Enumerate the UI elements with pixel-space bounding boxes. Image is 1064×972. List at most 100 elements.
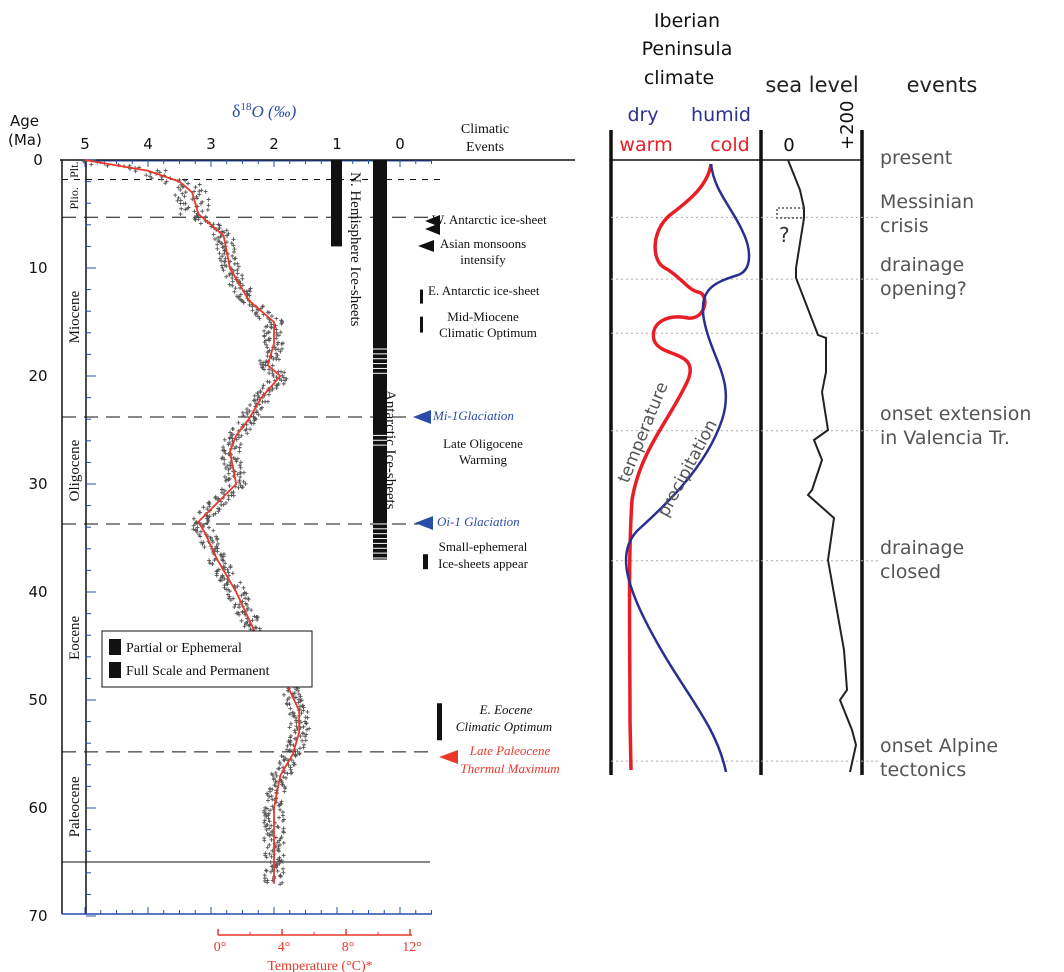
- event-label: crisis: [880, 215, 929, 237]
- isotope-data-point: [241, 591, 246, 596]
- epoch-label: Plio.: [67, 187, 81, 209]
- isotope-data-point: [236, 420, 241, 425]
- isotope-data-point: [220, 241, 225, 246]
- isotope-data-point: [222, 565, 227, 570]
- isotope-data-point: [223, 259, 228, 264]
- isotope-data-point: [252, 614, 257, 619]
- legend-label-partial: Partial or Ephemeral: [126, 641, 242, 656]
- isotope-data-point: [219, 258, 224, 263]
- isotope-data-point: [179, 206, 184, 211]
- isotope-data-point: [253, 312, 258, 317]
- isotope-data-point: [264, 855, 269, 860]
- isotope-data-point: [213, 511, 218, 516]
- isotope-data-point: [238, 483, 243, 488]
- isotope-data-point: [278, 874, 283, 879]
- isotope-data-point: [300, 703, 305, 708]
- isotope-data-point: [222, 448, 227, 453]
- isotope-data-point: [230, 253, 235, 258]
- climatic-event-label: Oi-1 Glaciation: [437, 514, 520, 529]
- isotope-data-point: [191, 516, 196, 521]
- isotope-data-point: [288, 771, 293, 776]
- isotope-data-point: [267, 380, 272, 385]
- isotope-data-point: [149, 176, 154, 181]
- isotope-data-point: [220, 265, 225, 270]
- isotope-data-point: [236, 264, 241, 269]
- isotope-data-point: [239, 593, 244, 598]
- bottom-axis-ticks: [84, 907, 432, 914]
- isotope-data-point: [258, 362, 263, 367]
- isotope-data-point: [304, 727, 309, 732]
- isotope-data-point: [199, 188, 204, 193]
- messinian-dashed-drop: [776, 207, 804, 219]
- isotope-data-point: [219, 490, 224, 495]
- isotope-data-point: [252, 418, 257, 423]
- y-axis-ticks: [86, 159, 96, 917]
- isotope-data-point: [276, 347, 281, 352]
- isotope-data-point: [211, 222, 216, 227]
- isotope-data-point: [271, 776, 276, 781]
- isotope-data-point: [231, 596, 236, 601]
- y-axis-tick-label: 10: [28, 259, 47, 277]
- isotope-data-point: [229, 432, 234, 437]
- arrow-mi1-glaciation: [413, 410, 431, 424]
- isotope-data-point: [200, 542, 205, 547]
- climatic-event-markers: [413, 215, 458, 764]
- isotope-data-point: [249, 421, 254, 426]
- isotope-data-point: [292, 691, 297, 696]
- isotope-curve: [84, 159, 301, 884]
- isotope-data-point: [230, 571, 235, 576]
- isotope-data-point: [220, 558, 225, 563]
- isotope-data-point: [248, 402, 253, 407]
- isotope-data-point: [282, 758, 287, 763]
- isotope-data-point: [231, 426, 236, 431]
- isotope-data-point: [264, 868, 269, 873]
- isotope-data-point: [226, 497, 231, 502]
- isotope-data-point: [176, 195, 181, 200]
- isotope-data-point: [200, 209, 205, 214]
- isotope-data-point: [250, 308, 255, 313]
- isotope-data-point: [294, 720, 299, 725]
- isotope-data-point: [211, 232, 216, 237]
- isotope-data-point: [229, 241, 234, 246]
- isotope-data-point: [282, 789, 287, 794]
- isotope-data-point: [235, 472, 240, 477]
- isotope-data-point: [222, 457, 227, 462]
- event-bar-small-ephemeral: [423, 554, 428, 570]
- arrow-west-antarctic: [425, 215, 440, 227]
- isotope-data-point: [263, 805, 268, 810]
- isotope-data-point: [267, 826, 272, 831]
- epoch-label: Oligocene: [67, 439, 83, 501]
- climatic-event-label: W. Antarctic ice-sheet: [432, 212, 547, 227]
- isotope-data-point: [293, 730, 298, 735]
- isotope-data-point: [207, 558, 212, 563]
- isotope-data-point: [256, 314, 261, 319]
- isotope-data-point: [222, 474, 227, 479]
- isotope-data-point: [275, 840, 280, 845]
- event-label: drainage: [880, 254, 964, 276]
- temperature-curve: [627, 163, 713, 771]
- isotope-data-point: [281, 870, 286, 875]
- isotope-data-point: [282, 370, 287, 375]
- isotope-data-point: [265, 350, 270, 355]
- isotope-data-point: [301, 731, 306, 736]
- isotope-data-point: [294, 724, 299, 729]
- iberian-header-3: climate: [644, 67, 714, 89]
- isotope-data-point: [253, 625, 258, 630]
- isotope-data-point: [235, 267, 240, 272]
- isotope-data-point: [230, 283, 235, 288]
- isotope-data-point: [195, 529, 200, 534]
- isotope-data-point: [233, 286, 238, 291]
- isotope-data-point: [248, 289, 253, 294]
- iberian-header-2: Peninsula: [642, 38, 733, 60]
- isotope-data-point: [207, 561, 212, 566]
- isotope-data-point: [220, 245, 225, 250]
- isotope-data-point: [210, 561, 215, 566]
- warm-label: warm: [619, 134, 672, 156]
- isotope-data-point: [241, 479, 246, 484]
- isotope-data-point: [240, 410, 245, 415]
- isotope-data-point: [224, 264, 229, 269]
- epoch-label: Paleocene: [67, 776, 83, 837]
- event-label: Messinian: [880, 191, 974, 213]
- isotope-data-point: [246, 623, 251, 628]
- isotope-data-point: [236, 435, 241, 440]
